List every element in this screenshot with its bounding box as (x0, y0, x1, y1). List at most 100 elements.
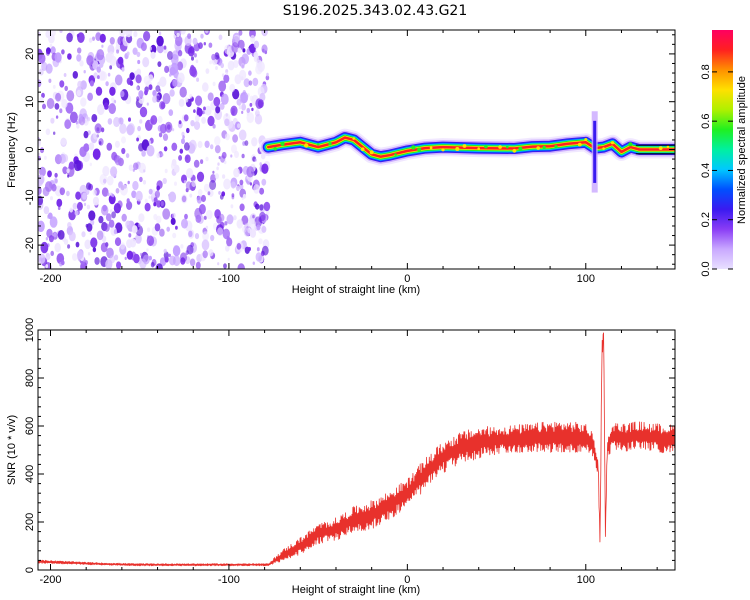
spectrogram-ylabel: Frequency (Hz) (6, 112, 18, 188)
noise-blob (251, 107, 254, 112)
noise-blob (148, 188, 153, 195)
noise-blob (174, 164, 180, 173)
noise-blob (195, 59, 199, 64)
noise-blob (238, 129, 247, 141)
noise-blob (190, 120, 195, 127)
noise-blob (151, 199, 155, 203)
noise-blob (158, 132, 163, 138)
noise-blob (252, 214, 255, 219)
noise-blob (92, 148, 101, 160)
noise-blob (50, 250, 54, 256)
noise-blob (227, 60, 235, 71)
noise-blob (231, 144, 237, 154)
noise-blob (146, 102, 149, 106)
noise-blob (222, 228, 230, 240)
noise-blob (81, 231, 86, 238)
noise-blob (186, 168, 194, 179)
noise-blob (203, 183, 210, 193)
noise-blob (87, 252, 91, 256)
noise-blob (218, 213, 225, 222)
noise-blob (221, 73, 225, 77)
y-tick-label: 20 (24, 48, 36, 60)
noise-blob (241, 215, 249, 226)
ridge-speckle (518, 146, 523, 151)
ridge-speckle (610, 141, 615, 145)
noise-blob (131, 190, 137, 199)
noise-blob (186, 127, 190, 134)
noise-blob (38, 138, 41, 145)
noise-blob (176, 61, 184, 71)
noise-blob (43, 206, 50, 215)
noise-blob (181, 218, 188, 229)
noise-blob (222, 174, 226, 179)
noise-blob (108, 194, 116, 205)
noise-blob (128, 164, 134, 171)
noise-blob (47, 212, 53, 220)
ridge-speckle (360, 147, 365, 151)
noise-blob (196, 77, 200, 82)
noise-blob (204, 105, 212, 116)
noise-blob (82, 192, 87, 200)
noise-blob (38, 186, 42, 195)
noise-blob (126, 250, 134, 260)
x-tick-label: 100 (577, 574, 595, 586)
colorbar-gradient (712, 30, 733, 269)
noise-blob (41, 61, 48, 71)
noise-blob (144, 89, 148, 96)
noise-blob (248, 70, 252, 76)
noise-blob (54, 52, 62, 63)
noise-blob (53, 232, 57, 238)
noise-blob (266, 72, 269, 77)
noise-blob (170, 217, 176, 225)
noise-blob (148, 140, 152, 144)
noise-blob (64, 85, 68, 91)
noise-blob (249, 102, 253, 107)
noise-blob (38, 174, 45, 185)
noise-blob (48, 78, 52, 84)
noise-blob (93, 131, 99, 140)
noise-blob (255, 63, 263, 75)
noise-blob (111, 193, 115, 198)
noise-blob (163, 45, 167, 50)
noise-blob (186, 244, 194, 255)
noise-blob (135, 190, 143, 202)
y-tick-label: 0 (24, 567, 36, 573)
noise-blob (217, 227, 224, 236)
noise-blob (191, 68, 198, 78)
noise-blob (146, 145, 155, 157)
noise-blob (214, 173, 219, 180)
noise-blob (169, 89, 175, 97)
noise-blob (155, 95, 161, 103)
noise-blob (230, 181, 236, 189)
snr-series-line (38, 332, 675, 567)
noise-blob (63, 73, 67, 77)
noise-blob (208, 189, 214, 197)
noise-blob (76, 54, 82, 62)
noise-blob (198, 42, 203, 49)
ridge-speckle (512, 148, 517, 153)
noise-blob (203, 106, 206, 111)
noise-blob (179, 86, 187, 98)
noise-blob (109, 37, 115, 45)
noise-blob (252, 261, 255, 265)
noise-blob (203, 42, 206, 46)
noise-blob (164, 256, 169, 263)
noise-blob (106, 175, 114, 186)
noise-blob (163, 146, 168, 152)
noise-blob (214, 52, 220, 60)
snr-ylabel: SNR (10 * v/v) (6, 415, 18, 485)
noise-blob (84, 239, 91, 250)
noise-blob (184, 142, 190, 151)
ridge-speckle (498, 145, 502, 149)
noise-blob (45, 253, 51, 261)
noise-blob (187, 46, 195, 57)
noise-blob (223, 178, 231, 190)
noise-blob (125, 220, 131, 229)
noise-blob (187, 33, 192, 39)
noise-blob (77, 250, 84, 260)
noise-blob (236, 219, 244, 229)
ridge-speckle (506, 145, 509, 149)
chart-title: S196.2025.343.02.43.G21 (283, 3, 468, 19)
noise-blob (164, 168, 168, 174)
noise-blob (136, 51, 141, 58)
